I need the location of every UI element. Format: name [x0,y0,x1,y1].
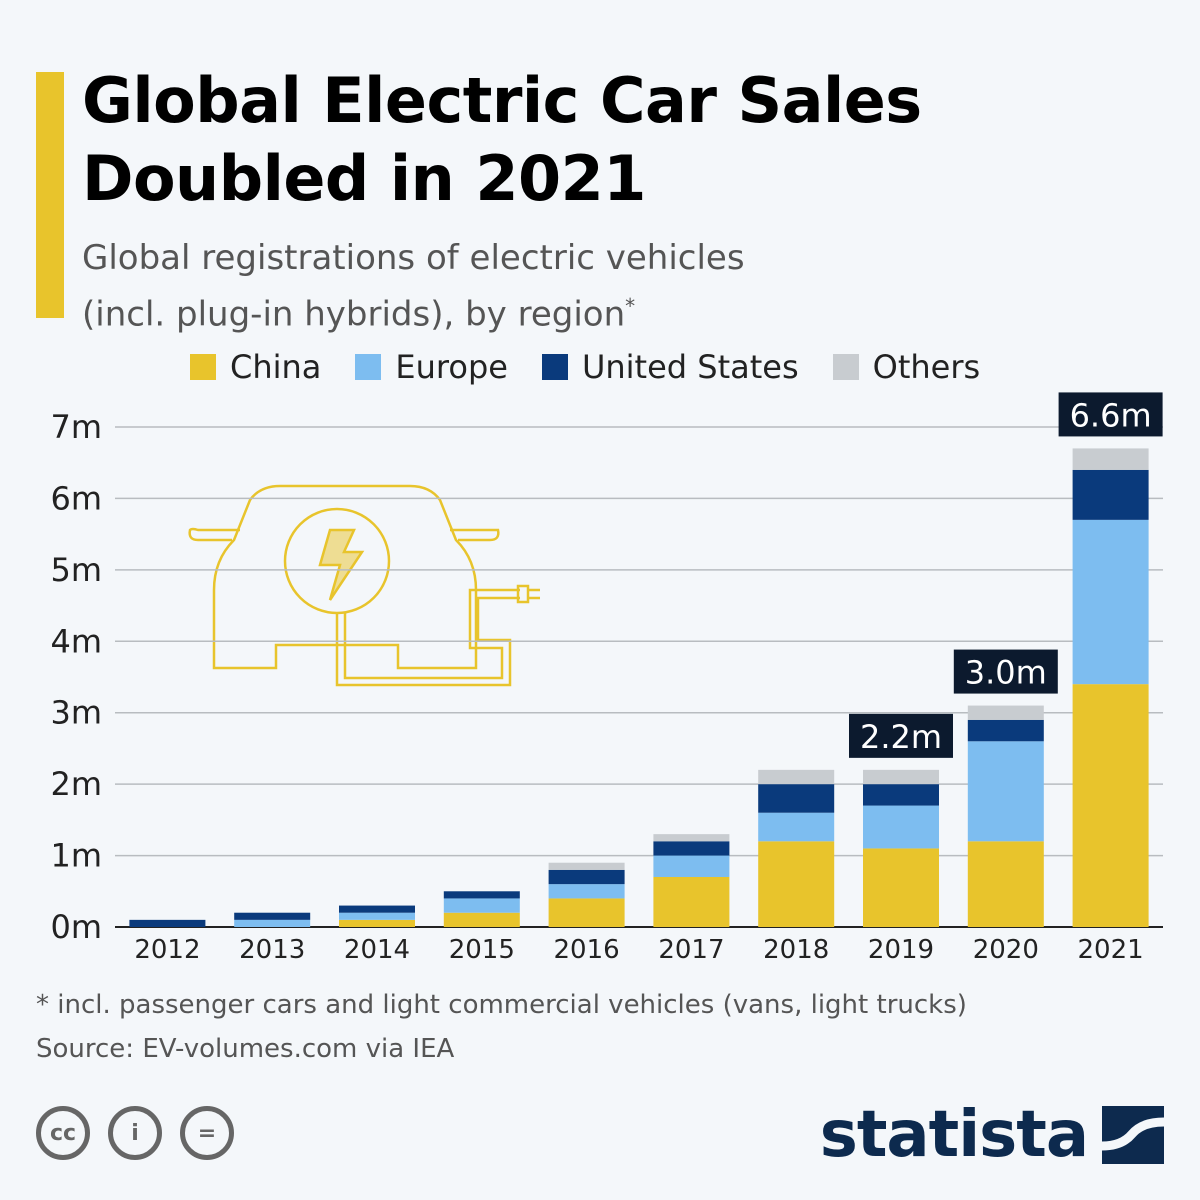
y-tick-label: 2m [50,765,102,803]
attribution-icon: i [108,1106,162,1160]
stacked-bar-chart: 0m 1m 2m 3m 4m 5m 6m 7m 2012 2013 2014 2015 2016 2017… [50,392,1163,965]
bar-segment-china [443,912,520,927]
bar-segment-china [339,919,415,927]
bar-segment-europe [548,884,625,899]
bar-segment-china [863,848,939,927]
x-tick-label: 2021 [1078,935,1144,965]
legend-swatch [541,354,568,380]
legend: China Europe United States Others [190,348,980,386]
legend-label: Europe [395,348,508,386]
subtitle-line-1: Global registrations of electric vehicle… [82,238,745,278]
bar-segment-others [758,769,835,785]
statista-logo: statista [820,1098,1164,1172]
bar-segment-europe [234,919,311,927]
bar-segment-china [967,841,1044,927]
statista-mark-icon [1102,1106,1164,1164]
legend-label: China [230,348,322,386]
legend-item: Europe [355,348,508,386]
total-label: 6.6m [1070,396,1152,434]
x-tick-label: 2014 [344,935,410,965]
x-tick-label: 2015 [449,935,515,965]
bar-segment-united-states [129,919,206,927]
x-tick-label: 2016 [554,935,620,965]
x-tick-label: 2013 [239,935,305,965]
total-label: 3.0m [965,654,1047,692]
bar-segment-united-states [653,841,730,856]
x-tick-label: 2012 [134,935,200,965]
bar-segment-united-states [1072,469,1149,520]
legend-swatch [355,354,382,380]
car-plug-icon [188,484,540,687]
bar-segment-united-states [339,905,415,913]
bar-segment-others [1072,448,1149,470]
accent-bar [36,72,64,318]
bar-segment-europe [758,812,835,842]
y-tick-label: 0m [50,908,102,946]
bar-segment-others [967,705,1044,720]
bar-segment-united-states [758,784,835,813]
legend-item: Others [832,348,981,386]
bar-segment-china [758,841,835,927]
cc-icon: cc [36,1106,90,1160]
legend-label: United States [581,348,799,386]
bar-segment-china [548,898,625,927]
y-tick-label: 3m [50,694,102,732]
chart-subtitle: Global registrations of electric vehicle… [82,234,982,338]
bar-segment-united-states [967,719,1044,742]
bar-segment-united-states [443,891,520,899]
y-tick-label: 5m [50,551,102,589]
legend-swatch [832,354,859,380]
no-derivatives-icon: = [180,1106,234,1160]
x-tick-label: 2017 [658,935,724,965]
total-label-box [1058,392,1163,437]
total-label-box [953,649,1058,694]
bar-segment-united-states [234,912,311,920]
bar-segment-europe [1072,519,1149,685]
bar-segment-others [653,834,730,842]
bar-segment-europe [653,855,730,877]
subtitle-asterisk: * [625,294,636,318]
bar-segment-europe [967,741,1044,842]
bar-segment-europe [339,912,415,920]
bar-segment-china [653,877,730,927]
bar-segment-others [863,769,939,785]
total-label: 2.2m [860,718,942,756]
brand-name: statista [819,1098,1089,1172]
legend-item: China [190,348,321,386]
legend-item: United States [541,348,799,386]
y-tick-label: 6m [50,479,102,517]
chart-title: Global Electric Car Sales Doubled in 202… [82,64,922,215]
x-tick-label: 2020 [973,935,1039,965]
x-tick-label: 2018 [763,935,829,965]
bar-segment-europe [863,805,939,849]
y-tick-label: 7m [50,408,102,446]
y-tick-label: 4m [50,622,102,660]
bar-segment-united-states [548,869,625,885]
bar-segment-united-states [863,784,939,806]
legend-label: Others [872,348,981,386]
footnote: * incl. passenger cars and light commerc… [36,990,967,1020]
bar-segment-china [1072,684,1149,927]
legend-swatch [190,354,216,380]
y-tick-label: 1m [50,837,102,875]
source: Source: EV-volumes.com via IEA [36,1034,455,1064]
subtitle-line-2: (incl. plug-in hybrids), by region [82,294,626,335]
x-tick-label: 2019 [868,935,934,965]
bar-segment-others [548,862,625,870]
bar-segment-europe [443,898,520,913]
total-label-box [849,713,953,758]
